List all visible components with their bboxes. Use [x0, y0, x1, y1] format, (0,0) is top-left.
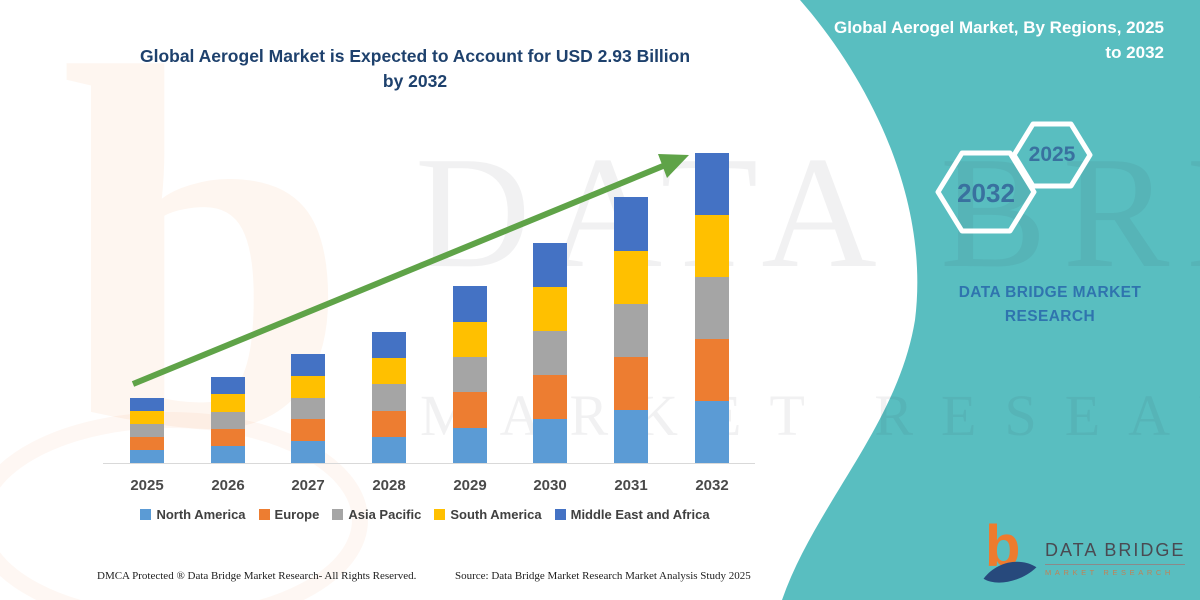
stacked-bar-2026 — [211, 377, 245, 463]
legend-item-europe: Europe — [258, 507, 320, 522]
bar-segment-asia-pacific — [372, 384, 406, 411]
bar-segment-asia-pacific — [614, 303, 648, 357]
bar-segment-middle-east-and-africa — [372, 331, 406, 359]
legend-swatch-icon — [434, 509, 446, 520]
legend-item-middle-east-and-africa: Middle East and Africa — [554, 507, 710, 522]
bar-segment-middle-east-and-africa — [291, 354, 325, 376]
bar-segment-north-america — [533, 418, 567, 463]
bar-segment-asia-pacific — [291, 397, 325, 420]
bar-segment-asia-pacific — [453, 356, 487, 393]
bar-segment-middle-east-and-africa — [533, 242, 567, 287]
bar-segment-asia-pacific — [533, 330, 567, 375]
legend-label: Middle East and Africa — [570, 507, 710, 522]
dmca-notice: DMCA Protected ® Data Bridge Market Rese… — [97, 570, 417, 582]
logo-divider — [1045, 563, 1186, 565]
bar-segment-south-america — [614, 250, 648, 304]
bar-segment-south-america — [533, 286, 567, 331]
bar-segment-north-america — [211, 445, 245, 463]
bar-segment-south-america — [291, 375, 325, 398]
bar-segment-asia-pacific — [130, 424, 164, 438]
stacked-bar-2025 — [130, 398, 164, 463]
bar-segment-middle-east-and-africa — [453, 286, 487, 322]
databridge-logo-icon: b — [983, 514, 1037, 589]
legend-swatch-icon — [258, 509, 270, 520]
hexagon-2025 — [1011, 121, 1093, 189]
trend-arrow-head — [658, 154, 689, 178]
bar-segment-europe — [211, 428, 245, 446]
x-tick-label-2025: 2025 — [130, 477, 164, 494]
bar-segment-middle-east-and-africa — [130, 398, 164, 412]
legend-swatch-icon — [140, 509, 152, 520]
bar-segment-south-america — [372, 358, 406, 385]
x-tick-label-2031: 2031 — [614, 477, 648, 494]
hexagon-2032-label: 2032 — [957, 178, 1015, 208]
legend-swatch-icon — [554, 509, 566, 520]
hexagon-2032 — [935, 150, 1037, 234]
x-axis-line — [103, 463, 755, 464]
legend-label: North America — [156, 507, 246, 522]
chart-title: Global Aerogel Market is Expected to Acc… — [139, 46, 691, 92]
logo-subtitle: MARKET RESEARCH — [1045, 567, 1174, 577]
bar-segment-asia-pacific — [211, 411, 245, 429]
stacked-bar-2031 — [614, 197, 648, 463]
bar-segment-north-america — [130, 450, 164, 463]
bar-segment-south-america — [130, 411, 164, 425]
bar-segment-north-america — [453, 427, 487, 463]
stacked-bar-2032 — [695, 153, 729, 463]
legend-item-north-america: North America — [140, 507, 246, 522]
stacked-bar-2029 — [453, 286, 487, 463]
trend-arrow-shaft — [131, 163, 665, 387]
bar-segment-europe — [533, 374, 567, 419]
bar-segment-north-america — [372, 436, 406, 463]
chart-legend: North America Europe Asia Pacific South Ame… — [75, 507, 775, 522]
bar-segment-europe — [291, 419, 325, 442]
bar-segment-south-america — [211, 394, 245, 412]
bar-segment-middle-east-and-africa — [211, 377, 245, 395]
bar-segment-europe — [695, 339, 729, 401]
x-tick-label-2028: 2028 — [372, 477, 406, 494]
bar-segment-north-america — [695, 401, 729, 463]
bar-segment-europe — [130, 437, 164, 451]
logo-name: DATA BRIDGE — [1045, 539, 1186, 560]
stacked-bar-2027 — [291, 354, 325, 463]
bar-segment-south-america — [453, 321, 487, 357]
databridge-logo: b DATA BRIDGE MARKET RESEARCH — [983, 514, 1186, 589]
bar-segment-middle-east-and-africa — [614, 197, 648, 251]
bar-segment-europe — [372, 410, 406, 437]
panel-title: Global Aerogel Market, By Regions, 2025 … — [833, 18, 1164, 62]
stacked-bar-2030 — [533, 242, 567, 463]
bar-segment-asia-pacific — [695, 277, 729, 339]
bar-segment-north-america — [614, 409, 648, 463]
legend-label: Europe — [274, 507, 320, 522]
x-tick-label-2027: 2027 — [291, 477, 325, 494]
x-tick-label-2026: 2026 — [211, 477, 245, 494]
x-tick-label-2032: 2032 — [695, 477, 729, 494]
teal-panel-shape — [782, 0, 1200, 600]
legend-label: South America — [450, 507, 542, 522]
stacked-bar-2028 — [372, 331, 406, 463]
legend-item-asia-pacific: Asia Pacific — [332, 507, 421, 522]
legend-swatch-icon — [332, 509, 344, 520]
bar-segment-europe — [614, 356, 648, 410]
hexagon-2025-label: 2025 — [1028, 143, 1076, 166]
logo-text-block: DATA BRIDGE MARKET RESEARCH — [1045, 539, 1186, 577]
panel-brand-text: DATA BRIDGE MARKET RESEARCH — [958, 284, 1142, 326]
x-tick-label-2030: 2030 — [533, 477, 567, 494]
bar-segment-north-america — [291, 441, 325, 463]
logo-swoosh-icon — [983, 561, 1037, 583]
bar-segment-europe — [453, 392, 487, 428]
source-note: Source: Data Bridge Market Research Mark… — [455, 570, 751, 582]
legend-label: Asia Pacific — [348, 507, 422, 522]
bar-segment-south-america — [695, 215, 729, 277]
bar-segment-middle-east-and-africa — [695, 153, 729, 215]
x-tick-label-2029: 2029 — [453, 477, 487, 494]
watermark-orbit-ring — [0, 412, 368, 600]
legend-item-south-america: South America — [434, 507, 542, 522]
